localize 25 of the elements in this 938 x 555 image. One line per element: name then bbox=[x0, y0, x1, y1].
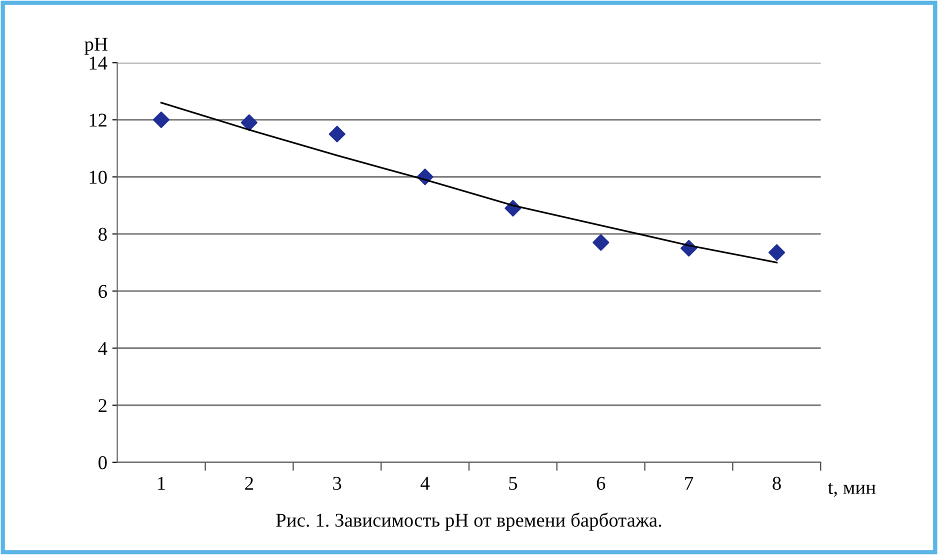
point bbox=[328, 126, 346, 142]
x-tick-label: 1 bbox=[158, 476, 165, 490]
x-tick-label: 8 bbox=[772, 476, 781, 490]
x-tick-label: 5 bbox=[509, 476, 518, 490]
y-tick-label: 10 bbox=[90, 170, 107, 184]
y-tick-label: 0 bbox=[98, 456, 107, 470]
x-tick-label: 3 bbox=[333, 476, 342, 490]
point bbox=[592, 234, 610, 251]
y-tick-label: 8 bbox=[98, 228, 107, 241]
text: Рис. 1. Зависимость pH от времени барботажа. bbox=[276, 512, 662, 531]
x-tick-label: 6 bbox=[596, 476, 606, 490]
x-tick-label: 4 bbox=[420, 476, 430, 490]
y-axis-title: pH bbox=[84, 38, 108, 55]
point bbox=[152, 112, 170, 128]
y-tick-label: 14 bbox=[90, 56, 108, 70]
y-tick-label: 4 bbox=[98, 342, 108, 355]
y-tick-label: 2 bbox=[98, 399, 106, 412]
x-tick-label: 7 bbox=[685, 476, 694, 490]
x-axis-title: t, мин bbox=[828, 482, 876, 497]
line-series bbox=[160, 102, 778, 264]
point bbox=[240, 114, 258, 131]
point bbox=[768, 244, 786, 261]
y-tick-label: 12 bbox=[90, 114, 106, 127]
y-tick-label: 6 bbox=[98, 284, 107, 298]
x-tick-label: 2 bbox=[245, 476, 253, 490]
